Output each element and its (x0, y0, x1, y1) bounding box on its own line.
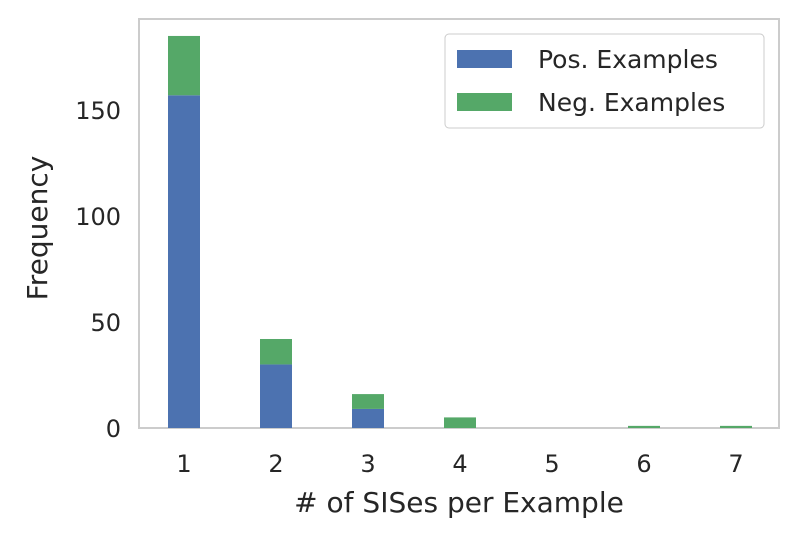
bar-pos-1 (168, 95, 200, 428)
bar-neg-6 (628, 425, 660, 428)
bar-neg-7 (720, 425, 752, 428)
bar-pos-3 (352, 408, 384, 428)
x-axis-label: # of SISes per Example (294, 486, 624, 519)
y-axis-label: Frequency (21, 156, 54, 301)
legend: Pos. Examples Neg. Examples (444, 33, 765, 129)
bar-neg-1 (168, 35, 200, 96)
x-tick-label: 7 (728, 450, 743, 478)
legend-swatch-pos (457, 50, 512, 68)
y-tick-label: 0 (106, 415, 121, 443)
legend-label-neg: Neg. Examples (538, 88, 725, 117)
x-tick-label: 4 (452, 450, 467, 478)
bars (168, 35, 752, 428)
x-tick-label: 2 (268, 450, 283, 478)
x-tick-label: 6 (636, 450, 651, 478)
bar-pos-2 (260, 364, 292, 428)
x-tick-label: 5 (544, 450, 559, 478)
bar-neg-3 (352, 394, 384, 409)
y-axis-ticks: 0 50 100 150 (75, 97, 121, 443)
legend-label-pos: Pos. Examples (538, 45, 718, 74)
y-tick-label: 50 (90, 309, 121, 337)
y-tick-label: 150 (75, 97, 121, 125)
bar-neg-2 (260, 338, 292, 365)
y-tick-label: 100 (75, 203, 121, 231)
legend-box (444, 33, 765, 129)
legend-swatch-neg (457, 93, 512, 111)
bar-neg-4 (444, 417, 476, 428)
x-axis-ticks: 1 2 3 4 5 6 7 (176, 450, 743, 478)
x-tick-label: 3 (360, 450, 375, 478)
x-tick-label: 1 (176, 450, 191, 478)
